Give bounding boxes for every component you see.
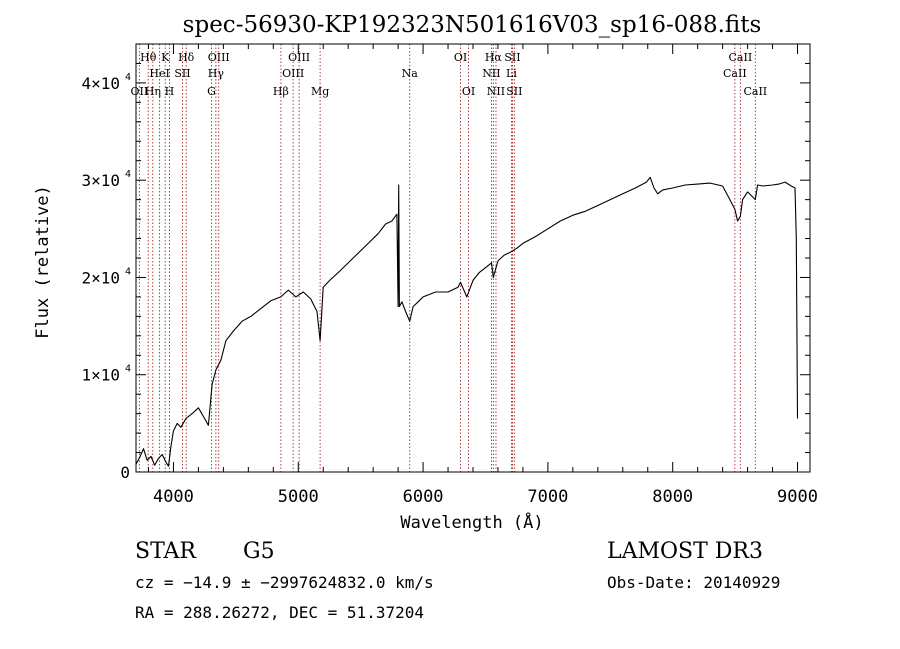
spectral-line-label: Na: [402, 67, 419, 80]
y-tick-label: 4×10: [81, 74, 120, 93]
spectral-line-label: OI: [454, 51, 467, 64]
spectral-line-label: G: [207, 85, 216, 98]
observation-date: Obs-Date: 20140929: [607, 573, 781, 592]
y-tick-label: 2×10: [81, 268, 120, 287]
spectral-line-label: Hδ: [178, 51, 195, 64]
y-tick-exponent: 4: [125, 169, 131, 180]
spectral-line-label: SII: [174, 67, 190, 80]
y-axis: 0 1×10 4 2×10 4 3×10 4 4×10 4: [81, 43, 810, 482]
spectral-line-label: SII: [504, 51, 520, 64]
spectral-line-label: K: [161, 51, 170, 64]
spectral-line-label: NII: [482, 67, 500, 80]
spectral-line-label: CaII: [743, 85, 767, 98]
spectrum-series: [135, 176, 799, 467]
y-tick-label: 1×10: [81, 366, 120, 385]
x-tick-label: 6000: [403, 487, 444, 507]
object-subclass: G5: [243, 539, 275, 564]
spectral-line-label: OIII: [208, 51, 230, 64]
x-tick-label: 7000: [527, 487, 568, 507]
sky-coordinates: RA = 288.26272, DEC = 51.37204: [135, 603, 424, 622]
y-tick-exponent: 4: [125, 266, 131, 277]
spectral-line-label: H: [165, 85, 175, 98]
spectral-line-label: Hθ: [140, 51, 157, 64]
x-tick-label: 4000: [153, 487, 194, 507]
spectrum-line: [135, 176, 799, 467]
spectral-line-label: OII: [131, 85, 149, 98]
spectral-line-label: CaII: [729, 51, 753, 64]
spectral-line-markers: [138, 44, 756, 472]
spectral-line-label: NII: [487, 85, 505, 98]
spectral-line-label: Hβ: [273, 85, 289, 98]
spectral-line-label: OI: [462, 85, 475, 98]
y-tick-label: 0: [120, 463, 130, 482]
spectral-line-label: SII: [506, 85, 522, 98]
y-tick-label: 3×10: [81, 171, 120, 190]
y-tick-exponent: 4: [125, 364, 131, 375]
spectral-line-label: Mg: [311, 85, 329, 98]
x-tick-label: 5000: [278, 487, 319, 507]
spectral-line-label: OIII: [288, 51, 310, 64]
spectral-line-label: OIII: [282, 67, 304, 80]
chart-title: spec-56930-KP192323N501616V03_sp16-088.f…: [183, 12, 762, 38]
survey-name: LAMOST DR3: [607, 539, 763, 564]
spectral-line-labels: OII Hθ Hη HeI K H SII Hδ G Hγ OIII Hβ OIII OIII Mg Na OI…: [131, 51, 768, 98]
spectral-line-label: Hη: [145, 85, 161, 98]
spectral-line-label: HeI: [149, 67, 169, 80]
x-tick-label: 9000: [777, 487, 818, 507]
x-axis: 4000 5000 6000 7000 8000 9000: [147, 44, 818, 507]
spectral-line-label: Hα: [485, 51, 503, 64]
plot-frame: [135, 43, 811, 473]
spectral-line-label: CaII: [723, 67, 747, 80]
spectral-line-label: Li: [506, 67, 517, 80]
x-axis-label: Wavelength (Å): [400, 511, 543, 533]
x-tick-label: 8000: [652, 487, 693, 507]
y-tick-exponent: 4: [125, 72, 131, 83]
spectral-line-label: Hγ: [208, 67, 225, 80]
redshift-velocity: cz = −14.9 ± −2997624832.0 km/s: [135, 573, 434, 592]
object-class-label: STAR: [135, 539, 196, 564]
y-axis-label: Flux (relative): [33, 185, 53, 339]
